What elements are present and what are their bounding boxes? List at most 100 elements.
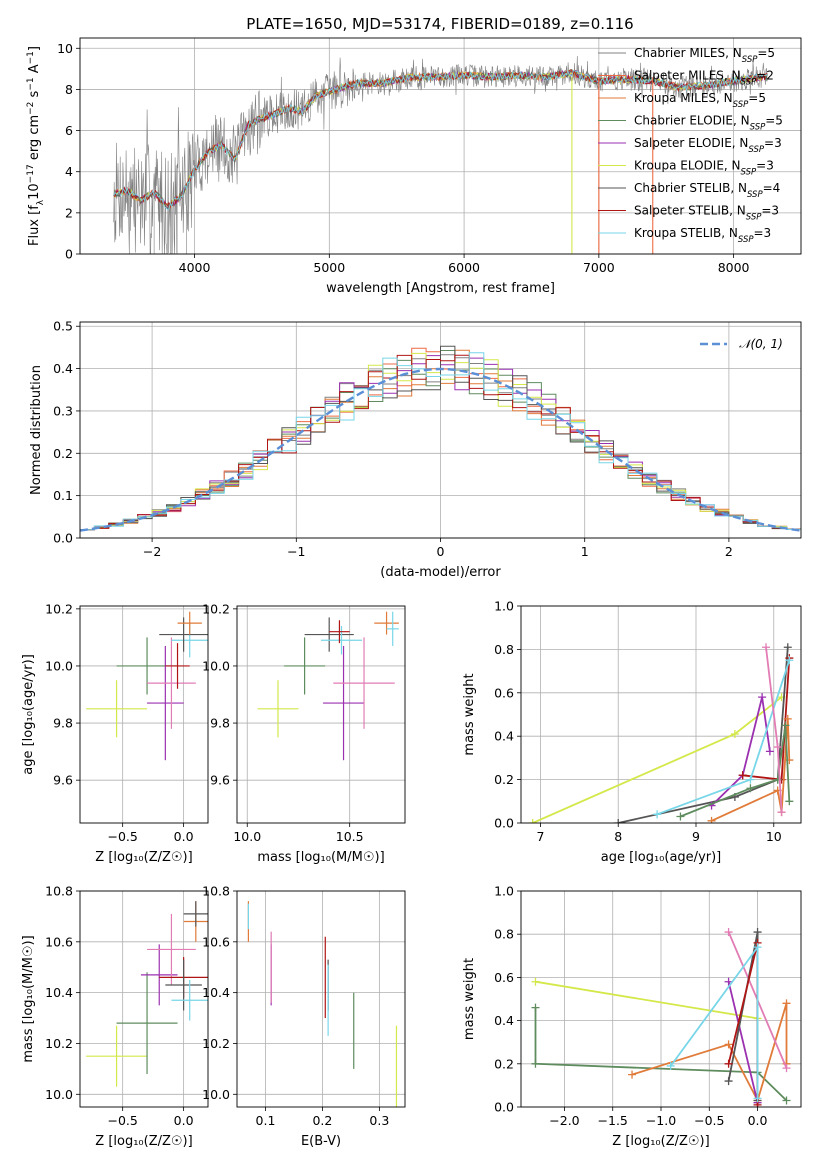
series-marker — [724, 1040, 733, 1049]
axes-frame — [79, 37, 802, 255]
plot-area — [80, 345, 801, 532]
y-tick-label: 0.0 — [494, 816, 514, 831]
y-tick-label: 0.2 — [53, 446, 73, 461]
legend-label: Salpeter MILES, NSSP=2 — [634, 69, 774, 88]
series-marker — [531, 1059, 540, 1068]
chart-spectrum: 4000 5000 6000 7000 8000 0 2 4 6 8 10 wavelength [A… — [26, 37, 802, 296]
series-marker — [730, 730, 739, 739]
y-tick-label: 10.2 — [45, 601, 73, 616]
x-axis-label: wavelength [Angstrom, rest frame] — [326, 281, 555, 296]
series-marker — [738, 771, 747, 780]
x-tick-label: 7000 — [583, 260, 615, 275]
axes-frame — [236, 605, 406, 824]
y-tick-label: 8 — [65, 82, 73, 97]
series-marker — [753, 1094, 762, 1103]
error-point — [183, 901, 208, 927]
series-marker — [782, 1064, 791, 1073]
chart-age-vs-mass: 10.0 10.5 9.6 9.8 10.0 10.2 mass [log₁₀(M/M☉)] — [202, 601, 406, 865]
normal-curve — [80, 367, 801, 532]
series-marker — [531, 1003, 540, 1012]
y-tick-label: 0.6 — [494, 970, 514, 985]
series-marker — [724, 928, 733, 937]
error-point — [86, 1025, 148, 1087]
histogram-step — [80, 354, 801, 531]
y-tick-label: 0 — [65, 247, 73, 262]
series-line — [618, 647, 789, 823]
plot-area — [528, 643, 794, 823]
y-tick-label: 0.2 — [494, 1056, 514, 1071]
axes-frame — [79, 321, 802, 539]
error-point — [323, 645, 365, 761]
x-tick-label: −1 — [287, 544, 305, 559]
chart-mass-vs-z: −0.5 0.0 10.0 10.2 10.4 10.6 10.8 Z [log₁₀(Z/Z☉… — [21, 884, 209, 1149]
y-tick-label: 10.2 — [202, 601, 230, 616]
series-line — [534, 1007, 788, 1102]
series-marker — [531, 977, 540, 986]
y-tick-label: 10.2 — [202, 1036, 230, 1051]
series-line — [532, 696, 783, 823]
chart-mass-vs-ebv: 0.1 0.2 0.3 10.0 10.2 10.4 10.6 10.8 E(B-V) — [202, 884, 406, 1149]
error-point — [165, 643, 190, 689]
y-axis-label: mass [log₁₀(M/M☉)] — [21, 935, 36, 1062]
x-tick-label: −1.0 — [646, 1113, 676, 1128]
y-tick-label: 0.8 — [494, 927, 514, 942]
y-tick-label: 10 — [57, 41, 73, 56]
series-marker — [614, 819, 623, 823]
series-marker — [753, 943, 762, 952]
legend: Chabrier MILES, NSSP=5 Salpeter MILES, NS… — [598, 46, 783, 245]
x-tick-label: 2 — [725, 544, 733, 559]
axes-frame — [236, 890, 406, 1108]
y-tick-label: 0.3 — [53, 403, 73, 418]
legend-label: 𝒩(0, 1) — [739, 337, 783, 351]
series-marker — [746, 775, 755, 784]
x-tick-label: 5000 — [313, 260, 345, 275]
y-tick-label: 10.4 — [45, 985, 73, 1000]
series-marker — [782, 999, 791, 1008]
series-marker — [777, 808, 786, 817]
error-point — [321, 625, 362, 655]
axes-frame — [79, 890, 209, 1108]
series-marker — [782, 1096, 791, 1105]
legend: 𝒩(0, 1) — [700, 337, 783, 351]
error-point — [329, 620, 350, 644]
y-tick-label: 6 — [65, 123, 73, 138]
x-tick-label: 8 — [614, 829, 622, 844]
legend-label: Salpeter STELIB, NSSP=3 — [634, 204, 779, 223]
legend-label: Chabrier ELODIE, NSSP=5 — [634, 114, 783, 133]
y-tick-label: 0.2 — [494, 772, 514, 787]
series-marker — [746, 784, 755, 793]
legend-label: Kroupa ELODIE, NSSP=3 — [634, 159, 774, 178]
y-tick-label: 0.0 — [494, 1100, 514, 1115]
error-point — [374, 611, 399, 635]
y-tick-label: 9.8 — [53, 716, 73, 731]
error-point — [165, 959, 202, 1011]
series-marker — [773, 743, 782, 752]
series-marker — [628, 1070, 637, 1079]
x-tick-label: −1.5 — [598, 1113, 628, 1128]
error-point — [304, 617, 354, 652]
x-tick-label: 10.0 — [233, 829, 261, 844]
x-axis-label: mass [log₁₀(M/M☉)] — [257, 850, 384, 865]
x-tick-label: 6000 — [448, 260, 480, 275]
error-point — [177, 611, 202, 635]
page-title: PLATE=1650, MJD=53174, FIBERID=0189, z=0… — [246, 15, 633, 33]
x-tick-label: 0.0 — [748, 1113, 768, 1128]
error-point — [257, 680, 299, 738]
chart-mass-weight-vs-age: 7 8 9 10 0.0 0.2 0.4 0.6 0.8 1.0 age [log₁₀(age/yr… — [462, 599, 802, 865]
chart-mass-weight-vs-z: −2.0 −1.5 −1.0 −0.5 0.0 0.0 0.2 0.4 0.6 0.8 1.0 Z [… — [462, 884, 802, 1149]
x-tick-label: 8000 — [718, 260, 750, 275]
histogram-step — [80, 352, 801, 531]
y-tick-label: 10.0 — [202, 658, 230, 673]
x-tick-label: 4000 — [179, 260, 211, 275]
spectrum-model-line — [113, 69, 768, 209]
series-line — [680, 725, 791, 818]
y-axis-label: mass weight — [462, 958, 477, 1040]
y-tick-label: 0.0 — [53, 531, 73, 546]
axes-frame — [520, 890, 802, 1108]
series-marker — [758, 693, 767, 702]
x-axis-label: Z [log₁₀(Z/Z☉)] — [95, 850, 192, 865]
y-axis-label: age [log₁₀(age/yr)] — [21, 654, 36, 775]
x-tick-label: −0.5 — [107, 1113, 137, 1128]
chart-age-vs-z: −0.5 0.0 9.6 9.8 10.0 10.2 Z [log₁₀(Z/Z☉)] age … — [21, 601, 209, 865]
